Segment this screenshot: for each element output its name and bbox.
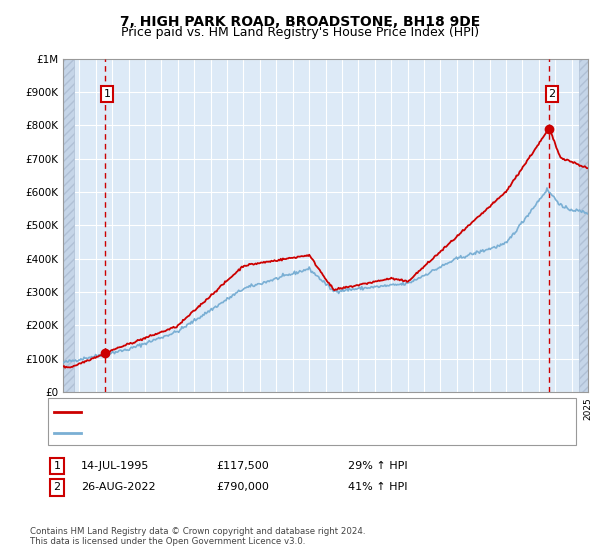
Text: Price paid vs. HM Land Registry's House Price Index (HPI): Price paid vs. HM Land Registry's House … [121, 26, 479, 39]
Text: HPI: Average price, detached house, Bournemouth Christchurch and Poole: HPI: Average price, detached house, Bour… [84, 428, 448, 438]
Text: 1: 1 [53, 461, 61, 471]
Text: £790,000: £790,000 [216, 482, 269, 492]
Text: 14-JUL-1995: 14-JUL-1995 [81, 461, 149, 471]
Text: £117,500: £117,500 [216, 461, 269, 471]
Text: 2: 2 [548, 89, 556, 99]
Text: 41% ↑ HPI: 41% ↑ HPI [348, 482, 407, 492]
Bar [63, 59, 74, 392]
Text: 1: 1 [104, 89, 110, 99]
Text: 7, HIGH PARK ROAD, BROADSTONE, BH18 9DE: 7, HIGH PARK ROAD, BROADSTONE, BH18 9DE [120, 15, 480, 29]
Text: Contains HM Land Registry data © Crown copyright and database right 2024.
This d: Contains HM Land Registry data © Crown c… [30, 526, 365, 546]
Text: 29% ↑ HPI: 29% ↑ HPI [348, 461, 407, 471]
Text: 26-AUG-2022: 26-AUG-2022 [81, 482, 155, 492]
Text: 2: 2 [53, 482, 61, 492]
Bar [579, 59, 588, 392]
Text: 7, HIGH PARK ROAD, BROADSTONE, BH18 9DE (detached house): 7, HIGH PARK ROAD, BROADSTONE, BH18 9DE … [84, 407, 401, 417]
